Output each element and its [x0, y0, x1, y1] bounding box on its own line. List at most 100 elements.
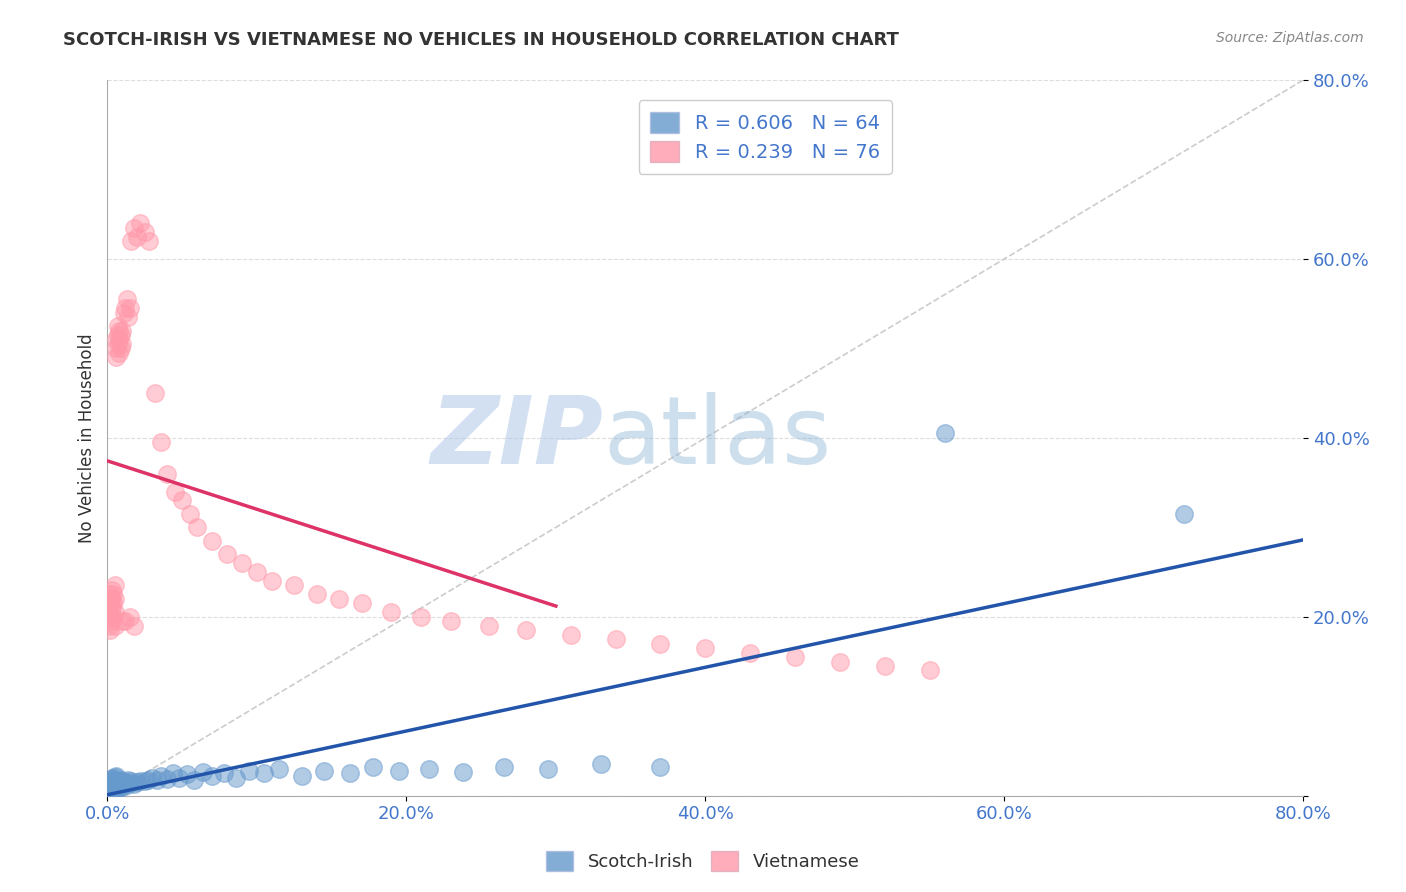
- Point: [183, 772, 205, 787]
- Point: [172, 493, 194, 508]
- Point: [98, 609, 121, 624]
- Point: [124, 619, 146, 633]
- Point: [114, 615, 136, 629]
- Point: [101, 771, 124, 785]
- Point: [589, 757, 612, 772]
- Point: [104, 770, 127, 784]
- Point: [111, 324, 134, 338]
- Point: [873, 659, 896, 673]
- Point: [127, 229, 149, 244]
- Point: [101, 615, 124, 629]
- Point: [101, 782, 124, 797]
- Point: [105, 782, 128, 797]
- Point: [111, 615, 134, 629]
- Point: [104, 605, 127, 619]
- Point: [111, 773, 134, 788]
- Point: [253, 766, 276, 780]
- Point: [103, 772, 125, 786]
- Point: [118, 776, 141, 790]
- Point: [246, 565, 269, 579]
- Point: [98, 624, 121, 638]
- Point: [101, 582, 124, 597]
- Text: atlas: atlas: [603, 392, 832, 483]
- Point: [418, 762, 440, 776]
- Point: [451, 764, 474, 779]
- Point: [114, 301, 136, 315]
- Point: [411, 609, 433, 624]
- Point: [107, 780, 129, 794]
- Point: [156, 467, 179, 481]
- Point: [97, 619, 120, 633]
- Point: [176, 767, 198, 781]
- Text: SCOTCH-IRISH VS VIETNAMESE NO VEHICLES IN HOUSEHOLD CORRELATION CHART: SCOTCH-IRISH VS VIETNAMESE NO VEHICLES I…: [63, 31, 900, 49]
- Point: [105, 333, 128, 347]
- Point: [156, 772, 179, 786]
- Point: [186, 520, 208, 534]
- Point: [105, 351, 128, 365]
- Point: [260, 574, 283, 588]
- Point: [111, 780, 134, 794]
- Point: [117, 772, 139, 787]
- Point: [103, 777, 125, 791]
- Legend: Scotch-Irish, Vietnamese: Scotch-Irish, Vietnamese: [538, 844, 868, 879]
- Point: [120, 234, 142, 248]
- Point: [105, 342, 128, 356]
- Point: [537, 762, 560, 776]
- Point: [783, 650, 806, 665]
- Point: [350, 596, 373, 610]
- Point: [104, 619, 127, 633]
- Point: [269, 762, 291, 776]
- Point: [114, 775, 136, 789]
- Point: [104, 578, 127, 592]
- Point: [238, 764, 260, 778]
- Point: [291, 769, 314, 783]
- Point: [97, 591, 120, 606]
- Point: [98, 778, 121, 792]
- Text: Source: ZipAtlas.com: Source: ZipAtlas.com: [1216, 31, 1364, 45]
- Point: [117, 310, 139, 324]
- Text: ZIP: ZIP: [430, 392, 603, 483]
- Point: [201, 769, 224, 783]
- Point: [110, 772, 132, 787]
- Point: [150, 769, 173, 783]
- Point: [134, 225, 156, 239]
- Point: [98, 772, 121, 787]
- Point: [605, 632, 627, 647]
- Point: [101, 776, 124, 790]
- Point: [105, 769, 128, 783]
- Point: [108, 780, 131, 795]
- Point: [105, 776, 128, 790]
- Point: [305, 587, 328, 601]
- Point: [104, 781, 127, 796]
- Point: [934, 426, 956, 441]
- Point: [515, 624, 537, 638]
- Legend: R = 0.606   N = 64, R = 0.239   N = 76: R = 0.606 N = 64, R = 0.239 N = 76: [638, 101, 891, 174]
- Point: [110, 779, 132, 793]
- Point: [440, 615, 463, 629]
- Point: [118, 301, 141, 315]
- Point: [145, 772, 167, 787]
- Point: [98, 596, 121, 610]
- Point: [212, 766, 235, 780]
- Point: [103, 587, 125, 601]
- Point: [191, 764, 214, 779]
- Point: [136, 772, 159, 787]
- Point: [115, 778, 138, 792]
- Point: [104, 591, 127, 606]
- Point: [124, 220, 146, 235]
- Point: [695, 641, 717, 656]
- Point: [129, 216, 152, 230]
- Point: [560, 628, 582, 642]
- Point: [112, 305, 135, 319]
- Point: [97, 781, 120, 796]
- Point: [107, 773, 129, 788]
- Point: [120, 774, 142, 789]
- Point: [129, 773, 152, 788]
- Point: [339, 766, 361, 780]
- Point: [141, 771, 163, 785]
- Point: [740, 646, 762, 660]
- Point: [363, 760, 385, 774]
- Point: [108, 324, 131, 338]
- Point: [110, 342, 132, 356]
- Point: [150, 435, 173, 450]
